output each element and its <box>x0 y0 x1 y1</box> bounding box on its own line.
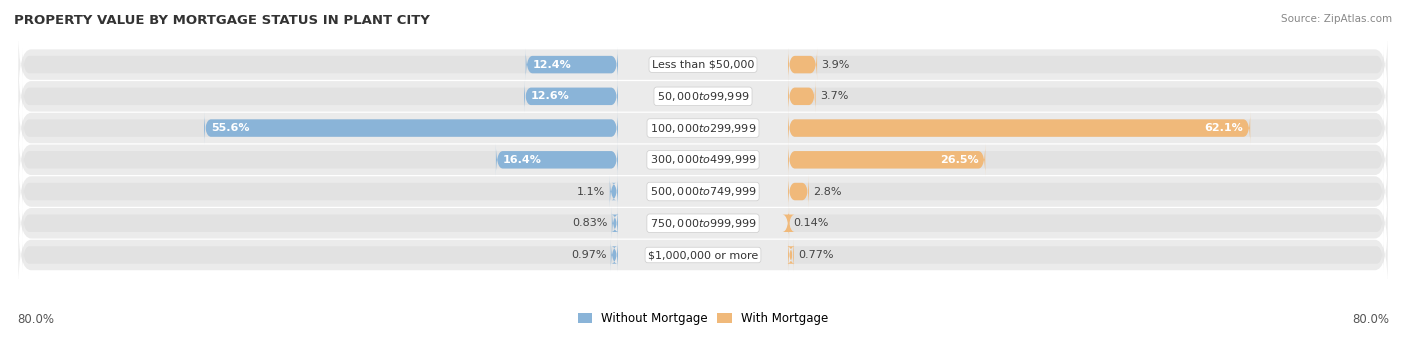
Text: $300,000 to $499,999: $300,000 to $499,999 <box>650 153 756 166</box>
FancyBboxPatch shape <box>787 238 1384 272</box>
Text: 2.8%: 2.8% <box>813 187 842 197</box>
FancyBboxPatch shape <box>787 238 794 272</box>
FancyBboxPatch shape <box>526 48 619 81</box>
FancyBboxPatch shape <box>18 32 1388 97</box>
FancyBboxPatch shape <box>18 64 1388 129</box>
Text: 55.6%: 55.6% <box>211 123 249 133</box>
Text: 0.83%: 0.83% <box>572 218 607 228</box>
FancyBboxPatch shape <box>18 128 1388 192</box>
Text: 0.97%: 0.97% <box>571 250 606 260</box>
Text: 12.6%: 12.6% <box>531 91 569 101</box>
FancyBboxPatch shape <box>18 223 1388 287</box>
Text: Source: ZipAtlas.com: Source: ZipAtlas.com <box>1281 14 1392 23</box>
FancyBboxPatch shape <box>610 238 619 272</box>
Text: PROPERTY VALUE BY MORTGAGE STATUS IN PLANT CITY: PROPERTY VALUE BY MORTGAGE STATUS IN PLA… <box>14 14 430 27</box>
Text: $1,000,000 or more: $1,000,000 or more <box>648 250 758 260</box>
FancyBboxPatch shape <box>496 143 619 176</box>
FancyBboxPatch shape <box>204 112 619 145</box>
FancyBboxPatch shape <box>18 159 1388 224</box>
Text: 3.7%: 3.7% <box>820 91 848 101</box>
FancyBboxPatch shape <box>787 175 808 208</box>
Legend: Without Mortgage, With Mortgage: Without Mortgage, With Mortgage <box>578 312 828 325</box>
FancyBboxPatch shape <box>22 175 619 208</box>
Text: 1.1%: 1.1% <box>578 187 606 197</box>
FancyBboxPatch shape <box>782 207 794 240</box>
FancyBboxPatch shape <box>22 207 619 240</box>
Text: 3.9%: 3.9% <box>821 59 849 70</box>
Text: 80.0%: 80.0% <box>17 313 53 326</box>
FancyBboxPatch shape <box>787 143 1384 176</box>
FancyBboxPatch shape <box>22 80 619 113</box>
FancyBboxPatch shape <box>18 191 1388 256</box>
Text: 16.4%: 16.4% <box>503 155 541 165</box>
FancyBboxPatch shape <box>22 143 619 176</box>
FancyBboxPatch shape <box>787 48 1384 81</box>
FancyBboxPatch shape <box>787 80 1384 113</box>
Text: $750,000 to $999,999: $750,000 to $999,999 <box>650 217 756 230</box>
FancyBboxPatch shape <box>22 112 619 145</box>
FancyBboxPatch shape <box>524 80 619 113</box>
FancyBboxPatch shape <box>787 48 817 81</box>
Text: 80.0%: 80.0% <box>1353 313 1389 326</box>
Text: 0.14%: 0.14% <box>793 218 828 228</box>
FancyBboxPatch shape <box>787 207 1384 240</box>
FancyBboxPatch shape <box>22 48 619 81</box>
FancyBboxPatch shape <box>18 96 1388 160</box>
Text: $100,000 to $299,999: $100,000 to $299,999 <box>650 122 756 135</box>
Text: $50,000 to $99,999: $50,000 to $99,999 <box>657 90 749 103</box>
Text: Less than $50,000: Less than $50,000 <box>652 59 754 70</box>
FancyBboxPatch shape <box>612 207 619 240</box>
FancyBboxPatch shape <box>610 175 619 208</box>
FancyBboxPatch shape <box>787 143 986 176</box>
FancyBboxPatch shape <box>787 112 1384 145</box>
FancyBboxPatch shape <box>787 175 1384 208</box>
FancyBboxPatch shape <box>22 238 619 272</box>
FancyBboxPatch shape <box>787 112 1250 145</box>
Text: 0.77%: 0.77% <box>799 250 834 260</box>
Text: 26.5%: 26.5% <box>939 155 979 165</box>
Text: 12.4%: 12.4% <box>533 59 571 70</box>
Text: $500,000 to $749,999: $500,000 to $749,999 <box>650 185 756 198</box>
FancyBboxPatch shape <box>787 80 815 113</box>
Text: 62.1%: 62.1% <box>1205 123 1243 133</box>
